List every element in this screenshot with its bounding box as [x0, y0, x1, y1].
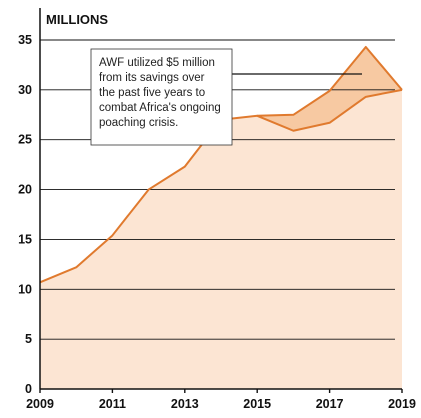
- axes: [39, 8, 402, 390]
- annotation-box: [90, 48, 233, 146]
- y-tick-label: 35: [18, 33, 32, 47]
- annotation-callout: AWF utilized $5 million from its savings …: [90, 48, 362, 146]
- x-tick-label: 2019: [388, 397, 416, 411]
- x-tick-label: 2009: [26, 397, 54, 411]
- x-tick-label: 2017: [316, 397, 344, 411]
- series-line-upper: [257, 45, 403, 117]
- y-tick-label: 15: [18, 232, 32, 246]
- annotation-line: the past five years to: [99, 87, 205, 99]
- y-tick-label: 10: [18, 282, 32, 296]
- annotation-line: from its savings over: [99, 72, 205, 84]
- x-tick-label: 2013: [171, 397, 199, 411]
- annotation-line: combat Africa's ongoing: [99, 102, 221, 114]
- area-fill-savings-gap: [257, 46, 402, 131]
- x-tick-label: 2011: [99, 397, 126, 411]
- y-tick-label: 25: [18, 133, 32, 147]
- y-tick-label: 5: [25, 332, 32, 346]
- annotation-line: poaching crisis.: [99, 117, 178, 129]
- x-tick-label: 2015: [243, 397, 271, 411]
- y-tick-label: 0: [25, 382, 32, 396]
- y-axis-title: MILLIONS: [46, 12, 108, 27]
- tick-labels: 0 5 10 15 20 25 30 35 2009 2011 2013 2015 2017 2019: [18, 33, 416, 411]
- annotation-line: AWF utilized $5 million: [99, 57, 215, 69]
- y-tick-label: 20: [18, 183, 32, 197]
- y-tick-label: 30: [18, 83, 32, 97]
- annotation-text: AWF utilized $5 million from its savings …: [99, 57, 221, 129]
